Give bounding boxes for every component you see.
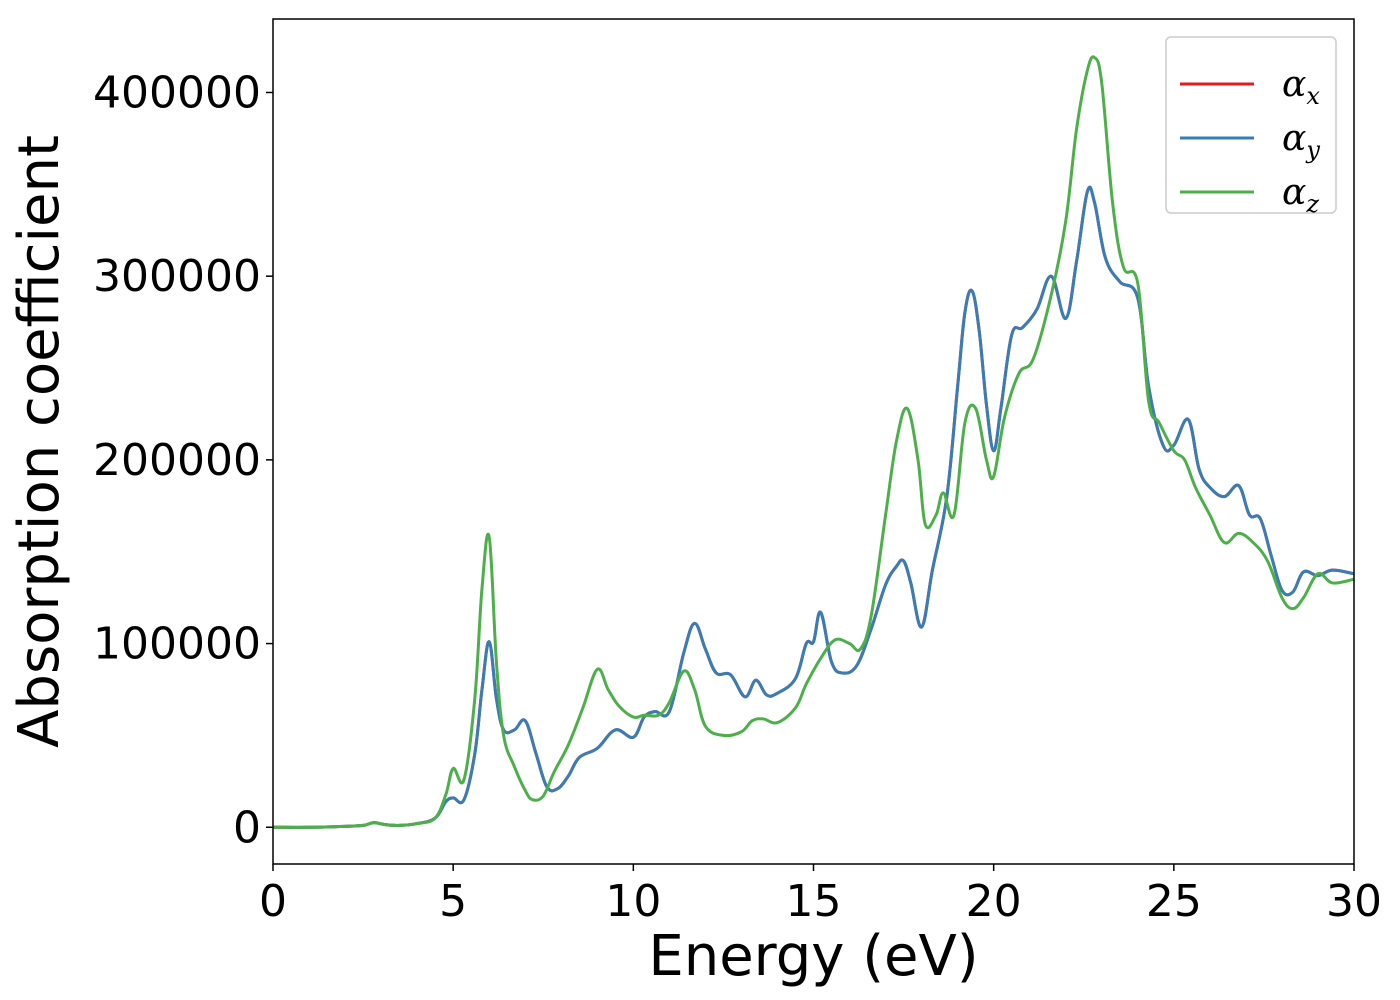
y-axis-label: Absorption coefficient — [7, 135, 72, 748]
series-line-alpha-z — [273, 55, 1354, 829]
series-line-alpha-y — [273, 185, 1354, 829]
y-tick-label: 400000 — [93, 67, 261, 118]
x-tick-label: 25 — [1146, 876, 1202, 927]
x-tick-label: 15 — [786, 876, 842, 927]
y-tick-label: 200000 — [93, 435, 261, 486]
x-tick-label: 0 — [259, 876, 287, 927]
y-tick-label: 100000 — [93, 619, 261, 670]
x-tick-label: 20 — [966, 876, 1022, 927]
x-axis-label: Energy (eV) — [648, 924, 978, 989]
x-tick-label: 10 — [605, 876, 661, 927]
x-tick-label: 30 — [1326, 876, 1382, 927]
legend: αx αy αz — [1165, 36, 1337, 218]
legend-label-alpha-y: αy — [1282, 118, 1320, 164]
x-tick-label: 5 — [439, 876, 467, 927]
y-tick-label: 0 — [233, 802, 261, 853]
legend-label-alpha-x: αx — [1282, 64, 1320, 110]
y-tick-label: 300000 — [93, 251, 261, 302]
series-lines — [273, 55, 1354, 829]
legend-label-alpha-z: αz — [1282, 172, 1319, 218]
x-axis-ticks: 0 5 10 15 20 25 30 — [259, 864, 1382, 927]
legend-box — [1165, 36, 1337, 214]
series-line-alpha-x — [273, 185, 1354, 829]
y-axis-ticks: 0 100000 200000 300000 400000 — [93, 67, 273, 853]
